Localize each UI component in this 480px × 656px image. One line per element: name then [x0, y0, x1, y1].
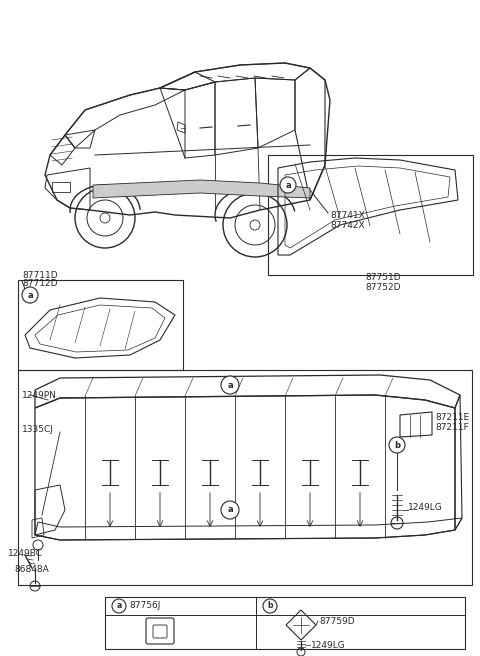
Circle shape: [280, 177, 296, 193]
Bar: [268, 155, 473, 275]
Bar: [52, 182, 70, 192]
Text: 87741X: 87741X: [330, 211, 365, 220]
Text: 86848A: 86848A: [14, 565, 49, 575]
Text: 87211E: 87211E: [435, 413, 469, 422]
Bar: [18, 280, 183, 370]
Text: 87756J: 87756J: [129, 602, 160, 611]
Circle shape: [22, 287, 38, 303]
Polygon shape: [93, 180, 310, 198]
Text: 1249LG: 1249LG: [311, 640, 346, 649]
Text: 1335CJ: 1335CJ: [22, 426, 54, 434]
Text: a: a: [227, 380, 233, 390]
Text: b: b: [394, 440, 400, 449]
Text: b: b: [267, 602, 273, 611]
Bar: [18, 370, 472, 585]
Text: a: a: [227, 506, 233, 514]
Text: 87752D: 87752D: [365, 283, 400, 291]
Text: 1249PN: 1249PN: [22, 390, 57, 400]
Text: 87759D: 87759D: [319, 617, 355, 626]
Text: 87712D: 87712D: [22, 279, 58, 289]
Circle shape: [389, 437, 405, 453]
Text: 87751D: 87751D: [365, 274, 401, 283]
Bar: [105, 597, 465, 649]
Text: a: a: [116, 602, 121, 611]
Circle shape: [112, 599, 126, 613]
Text: a: a: [285, 180, 291, 190]
Text: 87742X: 87742X: [330, 220, 365, 230]
Text: a: a: [27, 291, 33, 300]
Text: 87211F: 87211F: [435, 424, 469, 432]
Text: 1249LG: 1249LG: [408, 504, 443, 512]
Circle shape: [221, 501, 239, 519]
Circle shape: [263, 599, 277, 613]
Text: 1249BC: 1249BC: [8, 548, 43, 558]
Circle shape: [221, 376, 239, 394]
Text: 87711D: 87711D: [22, 270, 58, 279]
